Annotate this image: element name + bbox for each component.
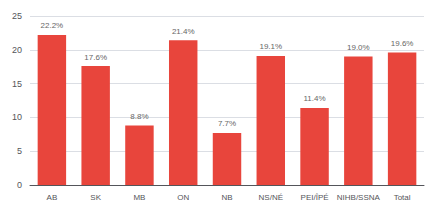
svg-text:22.2%: 22.2% [41, 21, 64, 30]
svg-text:AB: AB [47, 193, 58, 202]
svg-text:NIHB/SSNA: NIHB/SSNA [337, 193, 381, 202]
svg-text:0: 0 [17, 180, 22, 190]
svg-text:NS/NÉ: NS/NÉ [259, 193, 283, 202]
svg-text:Total: Total [394, 193, 411, 202]
svg-text:19.0%: 19.0% [347, 43, 370, 52]
svg-text:PEI/ÎPÉ: PEI/ÎPÉ [301, 193, 329, 202]
svg-text:20: 20 [12, 45, 22, 55]
svg-text:21.4%: 21.4% [172, 27, 195, 36]
svg-text:NB: NB [221, 193, 232, 202]
svg-text:17.6%: 17.6% [84, 53, 107, 62]
svg-text:SK: SK [90, 193, 101, 202]
svg-text:25: 25 [12, 11, 22, 21]
svg-text:5: 5 [17, 146, 22, 156]
svg-text:7.7%: 7.7% [218, 119, 236, 128]
svg-text:19.1%: 19.1% [259, 42, 282, 51]
svg-text:15: 15 [12, 79, 22, 89]
svg-text:MB: MB [133, 193, 145, 202]
svg-text:19.6%: 19.6% [391, 39, 414, 48]
svg-text:10: 10 [12, 112, 22, 122]
svg-text:8.8%: 8.8% [130, 112, 148, 121]
svg-text:ON: ON [177, 193, 189, 202]
svg-text:11.4%: 11.4% [304, 94, 326, 103]
